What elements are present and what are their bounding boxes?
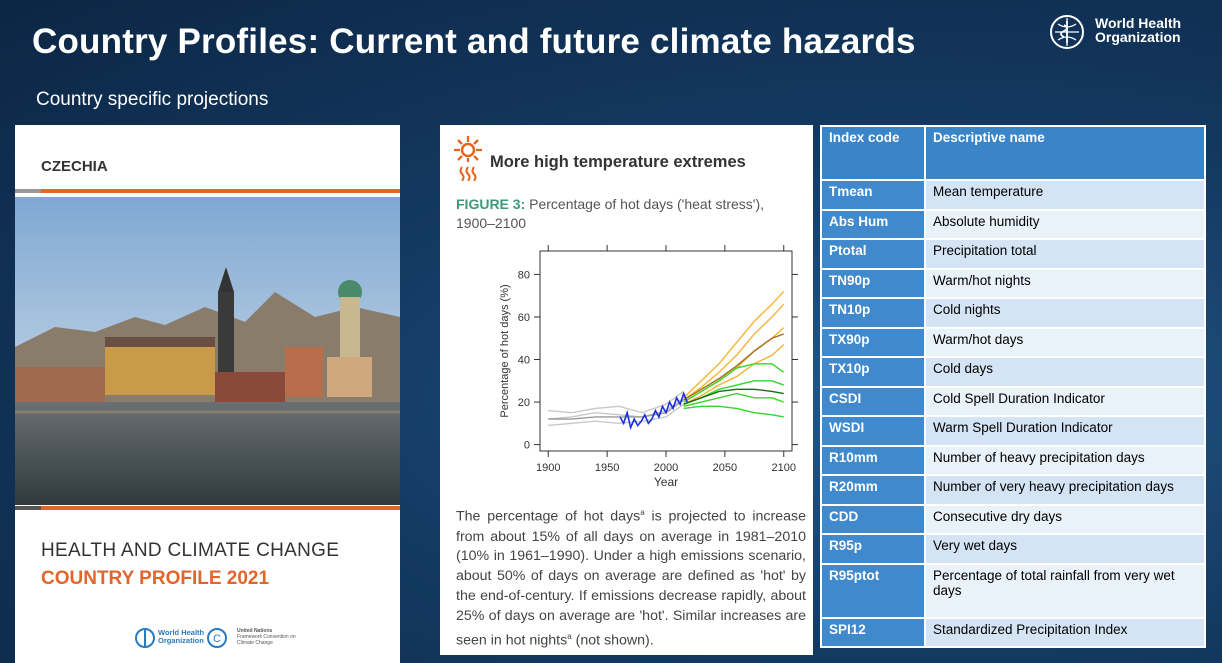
index-name: Mean temperature: [925, 180, 1205, 210]
logo-icon: [133, 627, 157, 649]
x-tick-label: 1900: [536, 462, 560, 474]
index-name: Number of heavy precipitation days: [925, 446, 1205, 476]
cover-line: HEALTH AND CLIMATE CHANGE: [41, 540, 339, 562]
report-cover: CZECHIA HEALTH AND CLIMATE CHANGE COUNTR…: [15, 125, 400, 663]
index-code: CSDI: [821, 387, 925, 417]
index-code: R10mm: [821, 446, 925, 476]
slide-title: Country Profiles: Current and future cli…: [32, 22, 916, 62]
index-code: CDD: [821, 505, 925, 535]
index-code: TX10p: [821, 357, 925, 387]
series-line: [684, 406, 784, 417]
rule: [15, 506, 41, 510]
rule: [41, 506, 400, 510]
index-name: Absolute humidity: [925, 210, 1205, 240]
x-axis-label: Year: [654, 475, 678, 489]
index-code: TN10p: [821, 298, 925, 328]
series-line: [684, 394, 784, 407]
paragraph-text: (not shown).: [572, 632, 654, 648]
sun-icon: [454, 133, 490, 181]
index-name: Cold Spell Duration Indicator: [925, 387, 1205, 417]
figure-paragraph: The percentage of hot daysa is projected…: [456, 503, 806, 651]
series-line: [620, 394, 687, 428]
paragraph-text: The percentage of hot days: [456, 509, 640, 525]
table-row: SPI12Standardized Precipitation Index: [821, 618, 1205, 648]
x-tick-label: 2000: [654, 462, 678, 474]
who-name: Organization: [1095, 30, 1181, 44]
series-line: [684, 345, 784, 405]
table-row: WSDIWarm Spell Duration Indicator: [821, 416, 1205, 446]
index-name: Warm Spell Duration Indicator: [925, 416, 1205, 446]
index-name: Very wet days: [925, 534, 1205, 564]
index-code: TX90p: [821, 328, 925, 358]
y-tick-label: 80: [518, 269, 530, 281]
logo-line: Organization: [158, 637, 204, 645]
who-emblem: [1045, 12, 1089, 52]
figure-page: More high temperature extremes FIGURE 3:…: [440, 125, 813, 655]
line-chart: 0 20 40 60 80 1900 1950 2000 2050 2100 Year Percent…: [452, 235, 802, 497]
who-logo: World Health Organization: [1045, 12, 1215, 52]
index-code: Index code: [821, 126, 925, 180]
paragraph-text: is projected to increase from about 15% …: [456, 509, 806, 649]
logo-icon: C: [205, 627, 229, 649]
x-tick-label: 2050: [713, 462, 737, 474]
x-tick-label: 2100: [772, 462, 796, 474]
index-name: Warm/hot days: [925, 328, 1205, 358]
index-name: Consecutive dry days: [925, 505, 1205, 535]
who-name: World Health: [1095, 16, 1181, 30]
logo-line: Climate Change: [237, 640, 296, 646]
svg-text:C: C: [213, 633, 221, 645]
index-code: R20mm: [821, 475, 925, 505]
rule: [41, 189, 400, 193]
index-name: Cold days: [925, 357, 1205, 387]
table-row: TX90pWarm/hot days: [821, 328, 1205, 358]
index-name: Warm/hot nights: [925, 269, 1205, 299]
index-code: Abs Hum: [821, 210, 925, 240]
rule: [15, 189, 41, 193]
index-name: Descriptive name: [925, 126, 1205, 180]
figure-heading: More high temperature extremes: [490, 153, 746, 172]
cover-line: COUNTRY PROFILE 2021: [41, 568, 269, 590]
y-tick-label: 0: [524, 440, 530, 452]
index-code: R95ptot: [821, 564, 925, 618]
series-line: [684, 291, 784, 397]
cover-photo: [15, 197, 400, 505]
figure-label: FIGURE 3:: [456, 196, 525, 212]
slide: Country Profiles: Current and future cli…: [0, 0, 1222, 663]
index-code: SPI12: [821, 618, 925, 648]
y-tick-label: 20: [518, 397, 530, 409]
country: CZECHIA: [41, 158, 108, 175]
index-code: TN90p: [821, 269, 925, 299]
x-tick-label: 1950: [595, 462, 619, 474]
figure-caption: FIGURE 3: Percentage of hot days ('heat …: [456, 195, 801, 233]
index-name: Precipitation total: [925, 239, 1205, 269]
index-code: R95p: [821, 534, 925, 564]
slide-subtitle: Country specific projections: [36, 89, 268, 111]
index-name: Standardized Precipitation Index: [925, 618, 1205, 648]
y-tick-label: 40: [518, 355, 530, 367]
index-code: Ptotal: [821, 239, 925, 269]
index-code: Tmean: [821, 180, 925, 210]
index-code: WSDI: [821, 416, 925, 446]
y-tick-label: 60: [518, 312, 530, 324]
index-name: Number of very heavy precipitation days: [925, 475, 1205, 505]
index-name: Cold nights: [925, 298, 1205, 328]
index-name: Percentage of total rainfall from very w…: [925, 564, 1205, 618]
y-axis-label: Percentage of hot days (%): [499, 284, 511, 417]
